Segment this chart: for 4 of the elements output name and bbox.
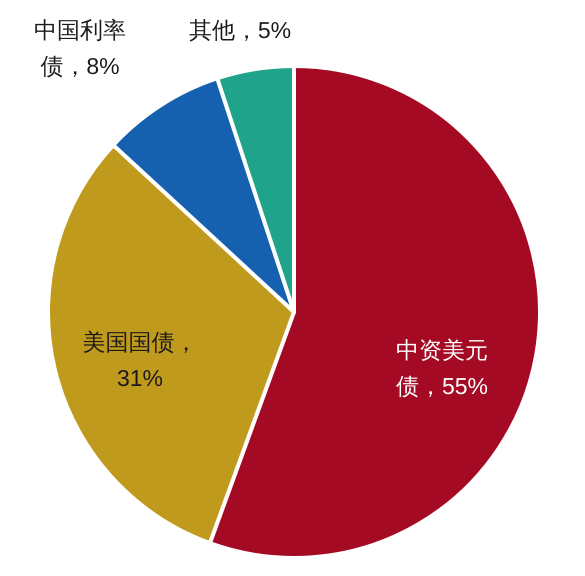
- slice-label: 中国利率债，8%: [34, 17, 126, 79]
- slice-label: 中资美元债，55%: [396, 337, 488, 399]
- slice-label: 其他，5%: [188, 17, 292, 43]
- slice-label: 美国国债，31%: [82, 329, 198, 391]
